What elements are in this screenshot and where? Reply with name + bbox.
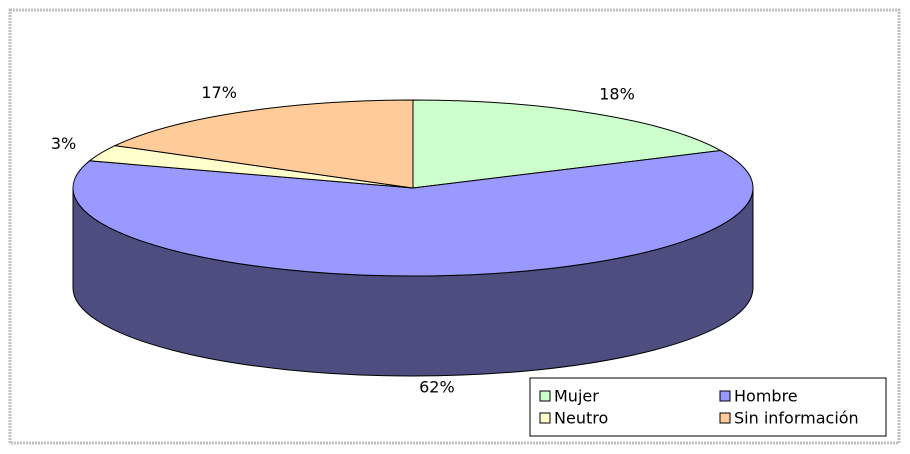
data-label: 17% [201, 83, 237, 102]
pie-slice [412, 99, 723, 189]
legend-swatch [719, 390, 731, 402]
data-label: 62% [419, 377, 455, 396]
data-label: 3% [51, 134, 76, 153]
legend-swatch [539, 390, 551, 402]
pie-slice [72, 150, 754, 277]
legend-swatch [539, 412, 551, 424]
data-label: 18% [599, 85, 635, 104]
legend-label: Sin información [734, 409, 859, 428]
legend-box [529, 377, 887, 437]
legend-label: Hombre [734, 387, 798, 406]
legend-label: Neutro [554, 409, 608, 428]
pie-slice [113, 99, 414, 189]
legend-swatch [719, 412, 731, 424]
legend-label: Mujer [554, 387, 599, 406]
